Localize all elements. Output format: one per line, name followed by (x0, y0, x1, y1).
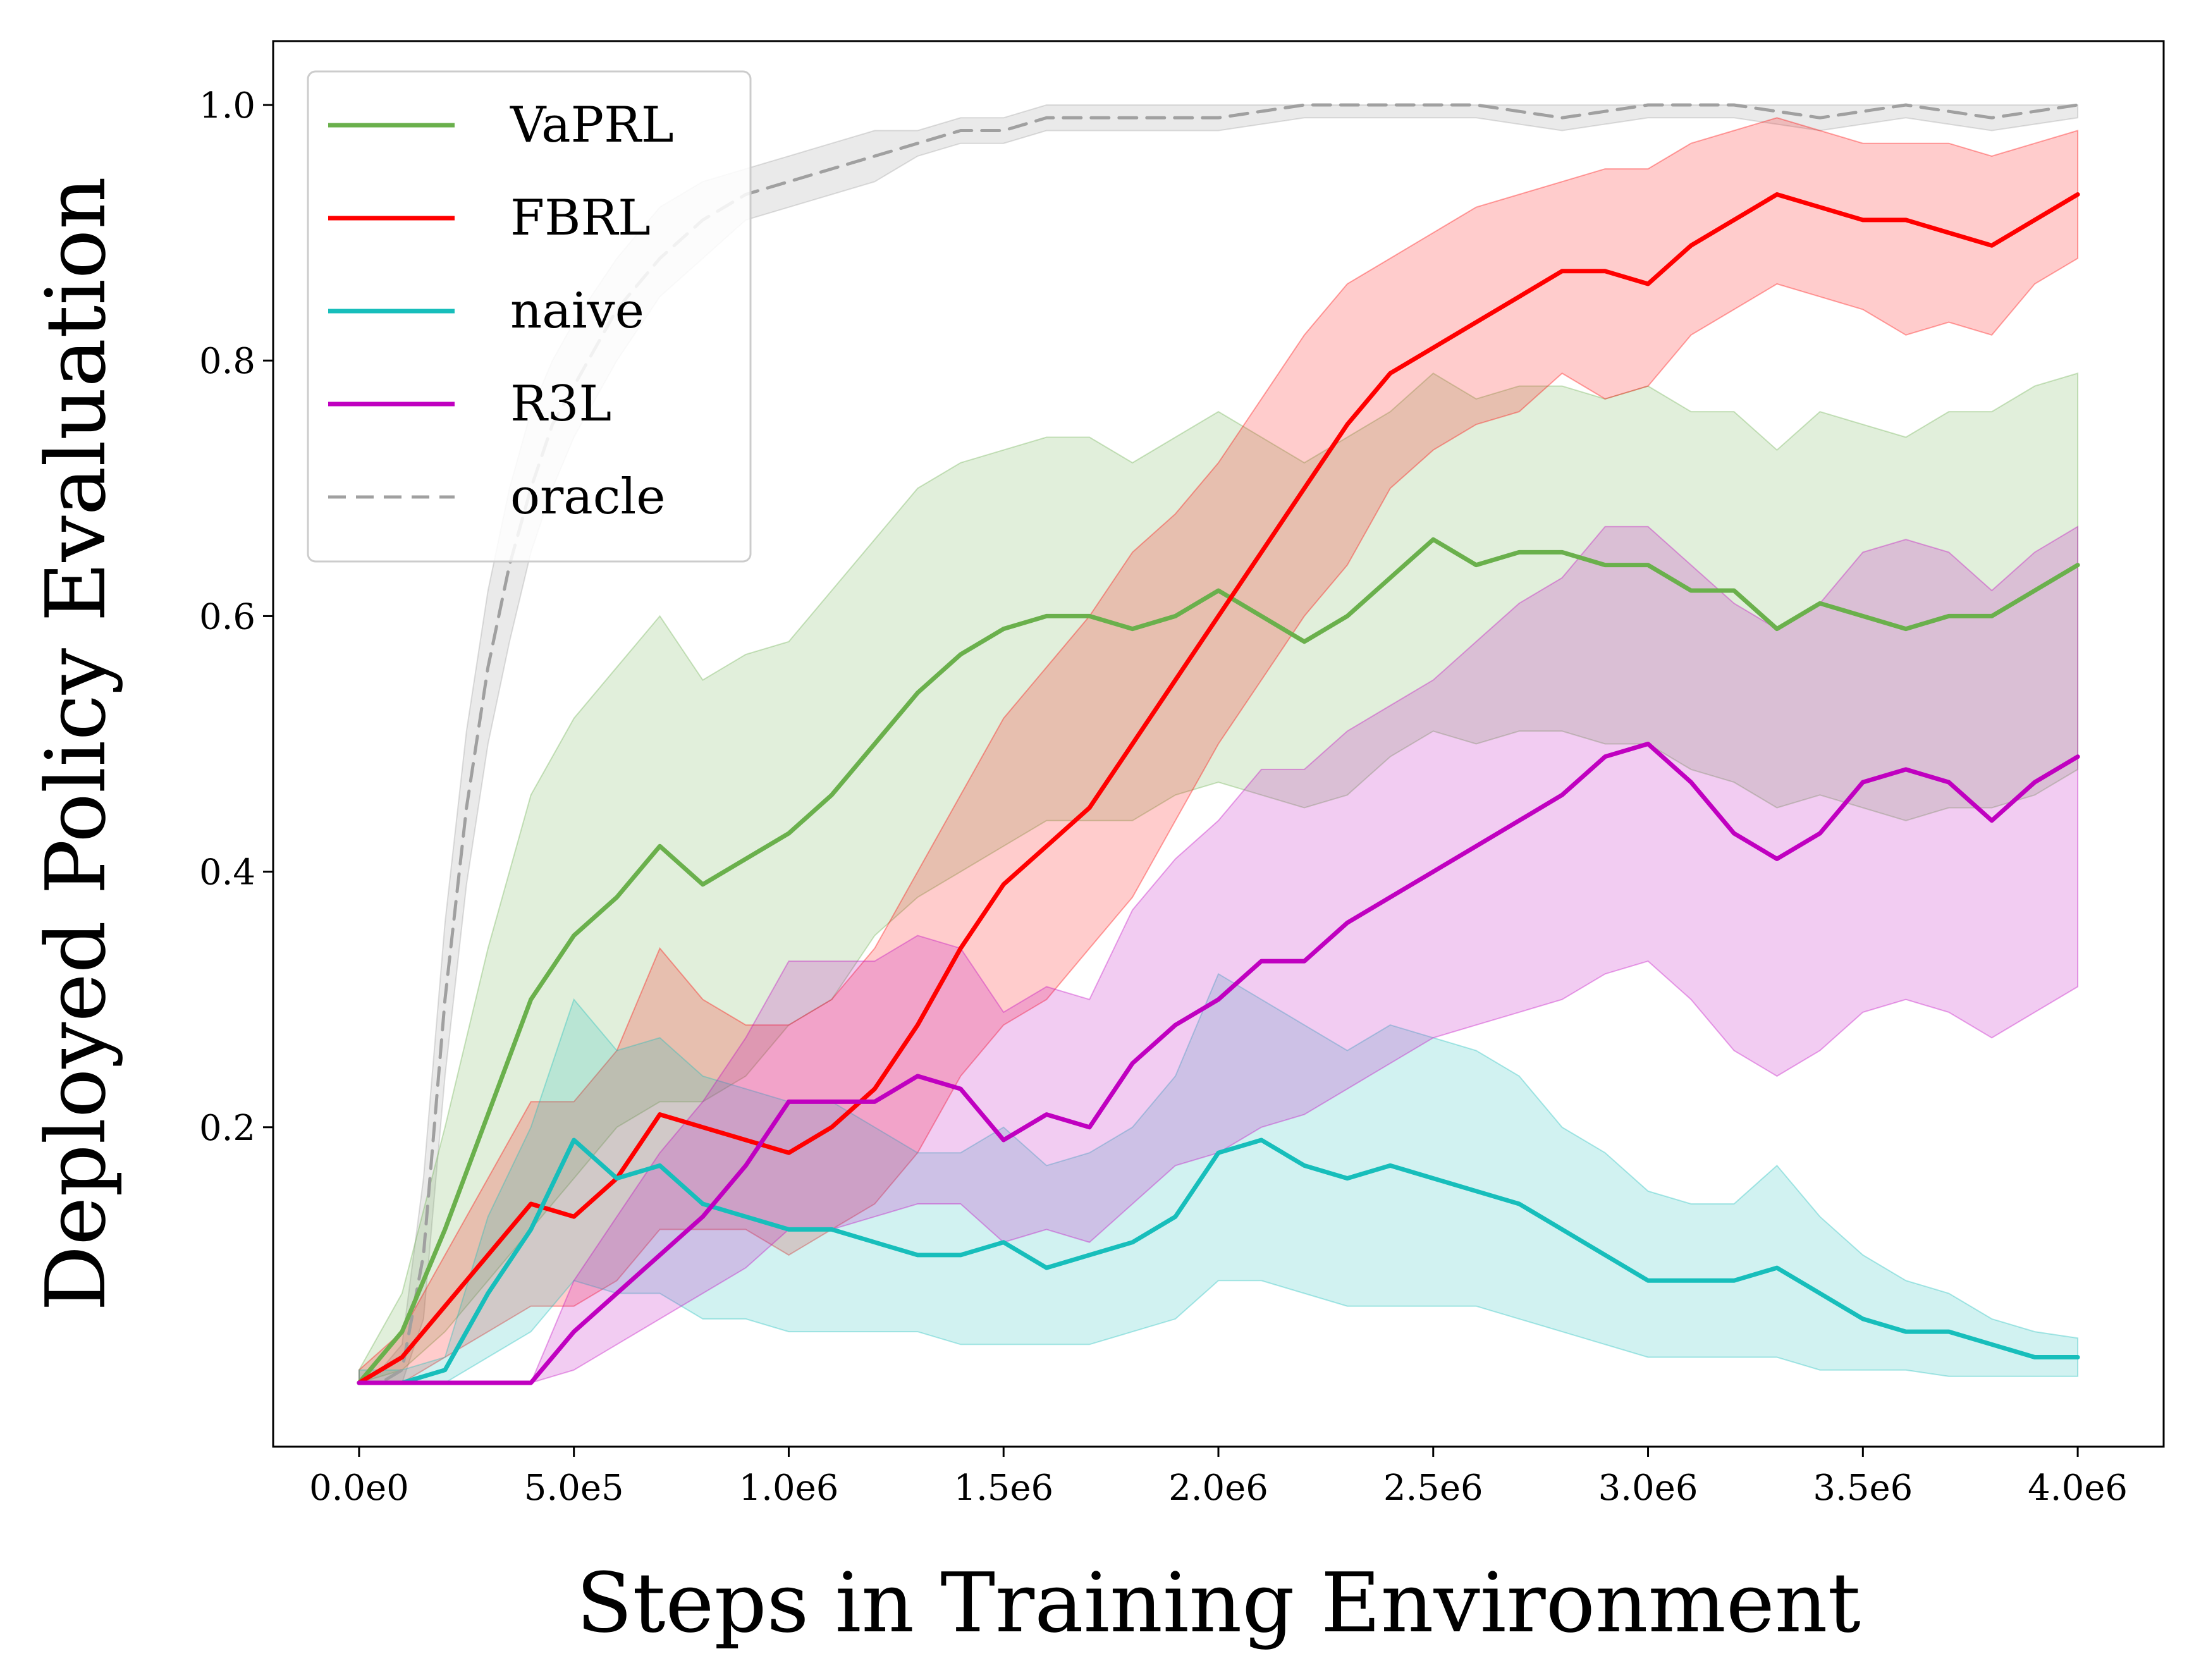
y-tick-label: 1.0 (199, 85, 255, 126)
x-tick-label: 2.0e6 (1168, 1468, 1268, 1509)
x-tick-label: 3.0e6 (1598, 1468, 1698, 1509)
legend[interactable]: VaPRL FBRL naive R3L oracle (307, 70, 752, 563)
y-tick-label: 0.4 (199, 852, 255, 893)
line-fbrl (357, 192, 2080, 1385)
legend-label: oracle (510, 469, 666, 525)
x-tick-label: 0.0e0 (309, 1468, 409, 1509)
line-oracle (357, 103, 2080, 1385)
line-vaprl (357, 537, 2080, 1385)
legend-item-vaprl[interactable]: VaPRL (328, 97, 674, 154)
x-tick-label: 1.0e6 (739, 1468, 839, 1509)
legend-label: FBRL (510, 190, 651, 247)
series-lines (357, 103, 2080, 1385)
legend-label: R3L (510, 376, 611, 432)
legend-label: VaPRL (510, 97, 674, 154)
legend-item-oracle[interactable]: oracle (328, 469, 666, 525)
y-tick-label: 0.8 (199, 341, 255, 382)
band-vaprl (358, 372, 2079, 1384)
legend-item-naive[interactable]: naive (328, 283, 644, 340)
legend-item-fbrl[interactable]: FBRL (328, 190, 651, 247)
x-tick-label: 5.0e5 (524, 1468, 624, 1509)
legend-box (307, 70, 752, 563)
x-tick-label: 4.0e6 (2028, 1468, 2128, 1509)
legend-label: naive (510, 283, 644, 340)
band-fbrl (358, 117, 2079, 1383)
x-tick-label: 1.5e6 (953, 1468, 1053, 1509)
x-axis-title: Steps in Training Environment (576, 1555, 1861, 1651)
x-tick-label: 2.5e6 (1383, 1468, 1483, 1509)
legend-item-r3l[interactable]: R3L (328, 376, 611, 432)
y-tick-label: 0.6 (199, 596, 255, 637)
line-naive (357, 1137, 2080, 1385)
line-r3l (357, 742, 2080, 1385)
y-axis: 0.2 0.4 0.6 0.8 1.0 (199, 85, 273, 1149)
x-tick-label: 3.5e6 (1813, 1468, 1913, 1509)
y-axis-title: Deployed Policy Evaluation (28, 176, 124, 1311)
y-tick-label: 0.2 (199, 1108, 255, 1149)
x-axis: 0.0e0 5.0e5 1.0e6 1.5e6 2.0e6 2.5e6 3.0e6 3.5e6… (309, 1447, 2128, 1509)
